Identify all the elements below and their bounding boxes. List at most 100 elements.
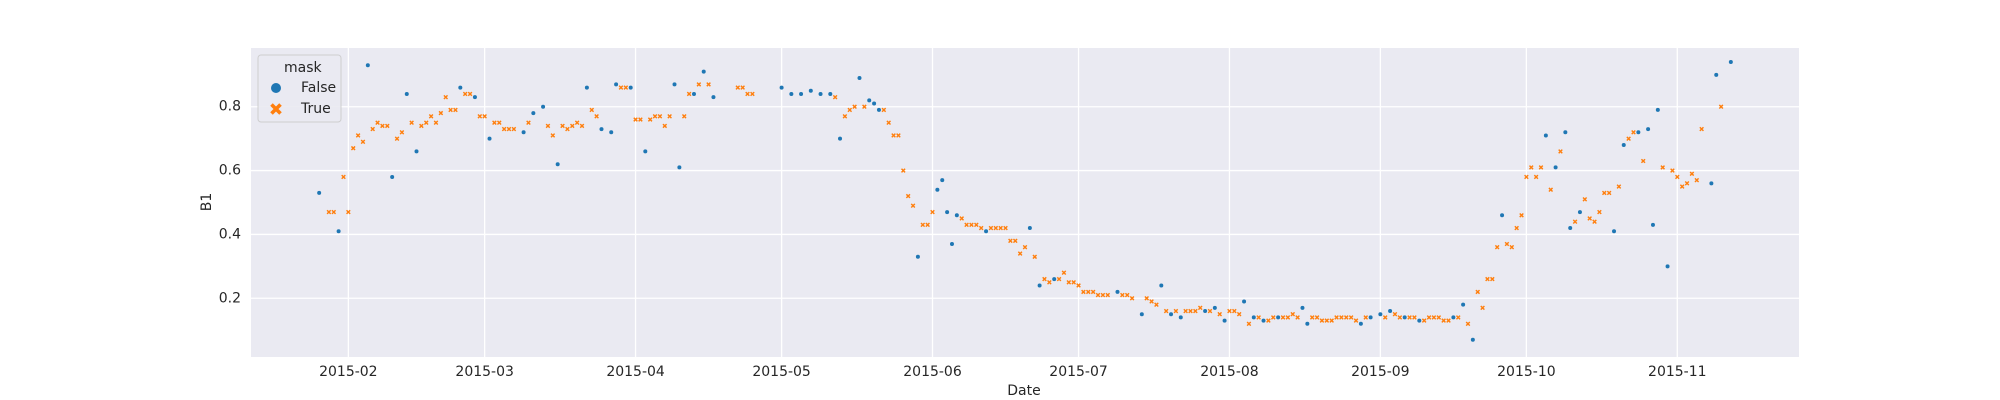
point (1090, 289, 1096, 295)
point (1509, 244, 1515, 250)
point (394, 136, 400, 141)
grid (251, 48, 1799, 357)
point (326, 209, 332, 215)
point (1718, 104, 1724, 110)
point (433, 120, 439, 126)
point (1008, 238, 1013, 244)
point (1309, 315, 1315, 320)
point (1665, 264, 1670, 269)
point (662, 123, 668, 129)
point (1047, 279, 1052, 285)
point (1694, 177, 1700, 183)
point (384, 123, 390, 129)
point (1640, 158, 1646, 164)
point (399, 129, 405, 135)
point (511, 126, 517, 132)
point (993, 225, 999, 231)
point (1572, 219, 1578, 224)
plot-area (251, 48, 1799, 357)
point (1616, 184, 1622, 189)
y-tick-label: 0.2 (219, 290, 241, 306)
point (691, 91, 696, 96)
point (1339, 315, 1344, 320)
point (370, 126, 376, 132)
point (818, 91, 823, 96)
point (667, 114, 672, 119)
point (609, 130, 614, 135)
point (560, 123, 565, 129)
point (555, 162, 560, 167)
point (1358, 321, 1363, 326)
legend: mask False True (257, 54, 342, 123)
point (545, 123, 551, 129)
point (1285, 315, 1291, 320)
point (492, 120, 497, 126)
point (1568, 226, 1573, 231)
x-tick-label: 2015-04 (606, 364, 665, 380)
point (1319, 318, 1325, 323)
point (1470, 337, 1475, 342)
point (1149, 299, 1154, 304)
point (789, 91, 794, 96)
x-tick-label: 2015-02 (319, 364, 378, 380)
point (740, 85, 745, 90)
point (574, 120, 580, 126)
point (905, 193, 911, 199)
point (1251, 315, 1256, 320)
point (1124, 292, 1130, 298)
point (1188, 308, 1193, 314)
point (847, 107, 853, 113)
point (1548, 187, 1554, 193)
point (1173, 308, 1179, 314)
x-tick-label: 2015-10 (1497, 364, 1556, 380)
point (867, 98, 872, 103)
point (1402, 315, 1407, 320)
point (1236, 311, 1242, 317)
point (1714, 72, 1719, 77)
point (910, 203, 916, 209)
point (643, 149, 648, 154)
point (1494, 244, 1500, 250)
point (1056, 276, 1062, 282)
point (1392, 311, 1398, 317)
point (365, 63, 370, 68)
point (984, 229, 989, 234)
point (1626, 136, 1631, 141)
point (1455, 315, 1461, 320)
point (1129, 295, 1135, 301)
y-tick-label: 0.4 (219, 226, 241, 242)
point (1417, 318, 1422, 323)
point (317, 190, 322, 195)
point (1305, 321, 1310, 326)
point (1612, 229, 1617, 234)
point (467, 91, 473, 97)
point (1144, 295, 1150, 301)
point (1207, 308, 1213, 314)
point (1105, 292, 1111, 298)
point (1300, 305, 1305, 310)
point (1606, 190, 1612, 196)
point (978, 225, 984, 231)
point (453, 107, 458, 113)
point (832, 94, 838, 100)
point (1242, 299, 1247, 304)
point (779, 85, 784, 90)
point (701, 69, 706, 74)
point (745, 91, 750, 97)
point (1368, 315, 1373, 320)
point (1197, 305, 1203, 311)
point (876, 107, 881, 112)
x-tick-label: 2015-05 (752, 364, 811, 380)
point (1533, 174, 1539, 180)
point (1329, 318, 1334, 323)
point (1388, 309, 1393, 314)
point (920, 222, 926, 228)
point (1504, 241, 1510, 247)
point (1032, 254, 1038, 260)
point (501, 126, 507, 132)
point (1679, 184, 1685, 189)
point (1266, 318, 1271, 323)
point (1728, 60, 1733, 65)
point (409, 120, 414, 126)
point (735, 85, 741, 90)
